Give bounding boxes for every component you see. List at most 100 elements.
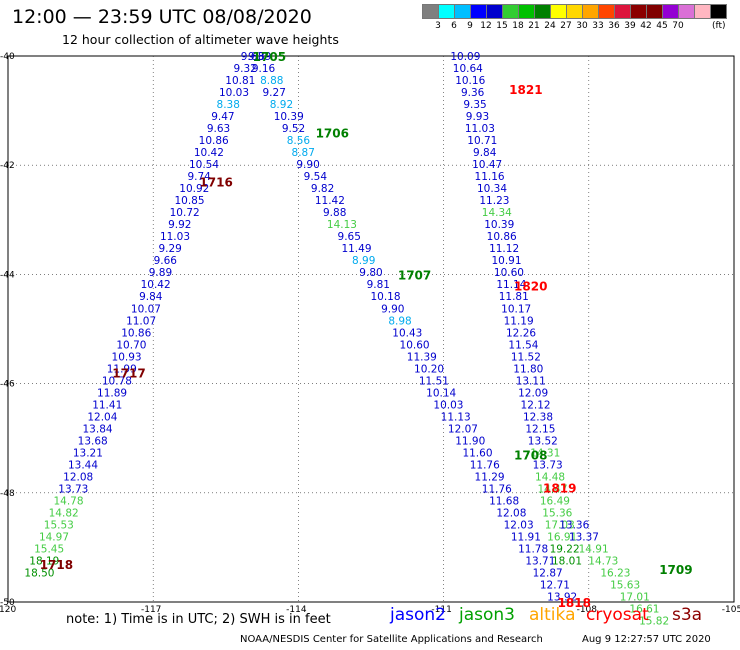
page-subtitle: 12 hour collection of altimeter wave hei… xyxy=(62,32,339,47)
wave-height-value: 10.43 xyxy=(392,327,422,339)
wave-height-value: 11.16 xyxy=(475,171,505,183)
wave-height-value: 12.08 xyxy=(63,471,93,483)
legend-tick-label: 24 xyxy=(544,21,556,31)
lon-tick-label: -117 xyxy=(141,605,161,615)
wave-height-value: 13.73 xyxy=(533,459,563,471)
wave-height-value: 18.50 xyxy=(24,568,54,580)
wave-height-value: 9.32 xyxy=(233,63,256,75)
wave-height-value: 11.76 xyxy=(482,483,512,495)
wave-height-value: 12.12 xyxy=(521,399,551,411)
pass-time-label: 1708 xyxy=(514,449,547,463)
color-legend: 3 6 9 12 15 18 21 24 27 30 33 36 39 42 45 70 (ft) xyxy=(422,4,728,34)
wave-height-value: 11.81 xyxy=(499,291,529,303)
legend-tick-label: 3 xyxy=(435,21,441,31)
wave-height-value: 9.52 xyxy=(282,123,305,135)
wave-height-value: 19.22 xyxy=(550,543,580,555)
satellite-label-cryosat: cryosat xyxy=(586,605,649,625)
lat-tick-label: -46 xyxy=(0,380,15,390)
wave-height-value: 11.51 xyxy=(419,375,449,387)
wave-height-value: 8.88 xyxy=(260,75,283,87)
wave-height-value: 10.70 xyxy=(116,339,146,351)
lat-tick-label: -40 xyxy=(0,52,15,62)
wave-height-value: 10.86 xyxy=(121,327,151,339)
wave-height-value: 10.72 xyxy=(170,207,200,219)
wave-height-value: 9.35 xyxy=(463,99,486,111)
page-title: 12:00 — 23:59 UTC 08/08/2020 xyxy=(12,6,312,28)
wave-height-value: 9.54 xyxy=(304,171,328,183)
wave-height-value: 10.09 xyxy=(450,51,480,63)
wave-height-value: 8.56 xyxy=(287,135,311,147)
pass-time-label: 1718 xyxy=(40,558,73,572)
legend-tick-label: 27 xyxy=(560,21,572,31)
wave-height-value: 13.52 xyxy=(528,435,558,447)
map-frame xyxy=(7,55,735,603)
wave-height-value: 11.23 xyxy=(479,195,509,207)
wave-height-value: 11.68 xyxy=(489,495,519,507)
legend-tick-label: 15 xyxy=(496,21,508,31)
wave-height-value: 12.71 xyxy=(540,580,570,592)
lat-tick-label: -48 xyxy=(0,489,15,499)
wave-height-value: 17.03 xyxy=(545,519,575,531)
lat-tick-label: -50 xyxy=(0,598,15,608)
wave-height-value: 10.60 xyxy=(494,267,524,279)
wave-height-value: 14.97 xyxy=(39,531,69,543)
wave-height-value: 9.93 xyxy=(466,111,489,123)
lon-tick-label: -111 xyxy=(431,605,451,615)
wave-height-value: 10.42 xyxy=(194,147,224,159)
wave-height-value: 9.89 xyxy=(149,267,172,279)
wave-height-value: 9.27 xyxy=(263,87,286,99)
wave-height-value: 12.04 xyxy=(87,411,117,423)
pass-time-label: 1818 xyxy=(558,596,591,610)
wave-height-value: 10.60 xyxy=(400,339,430,351)
wave-height-value: 10.03 xyxy=(433,399,463,411)
wave-height-value: 12.09 xyxy=(518,387,548,399)
wave-height-value: 9.90 xyxy=(296,159,319,171)
wave-height-value: 10.16 xyxy=(455,75,485,87)
pass-time-label: 1705 xyxy=(253,50,286,64)
wave-height-value: 11.42 xyxy=(315,195,345,207)
wave-height-value: 9.81 xyxy=(367,279,390,291)
lat-tick-label: -44 xyxy=(0,270,15,280)
wave-height-value: 10.07 xyxy=(131,303,161,315)
wave-height-value: 9.36 xyxy=(461,87,485,99)
wave-height-value: 13.71 xyxy=(525,556,555,568)
wave-height-value: 8.99 xyxy=(352,255,375,267)
wave-height-value: 13.21 xyxy=(73,447,103,459)
wave-height-value: 11.60 xyxy=(462,447,492,459)
wave-height-value: 9.84 xyxy=(139,291,163,303)
wave-height-value: 9.90 xyxy=(381,303,404,315)
wave-height-value: 13.11 xyxy=(516,375,546,387)
wave-height-value: 8.87 xyxy=(292,147,315,159)
wave-height-value: 11.49 xyxy=(341,243,371,255)
wave-height-value: 9.88 xyxy=(323,207,346,219)
pass-time-label: 1706 xyxy=(316,126,349,140)
wave-height-value: 13.44 xyxy=(68,459,98,471)
wave-height-value: 11.03 xyxy=(160,231,190,243)
wave-height-value: 13.36 xyxy=(559,519,589,531)
wave-height-value: 12.03 xyxy=(504,519,534,531)
wave-height-value: 12.26 xyxy=(506,327,536,339)
wave-height-value: 10.81 xyxy=(225,75,255,87)
wave-height-value: 14.34 xyxy=(482,207,512,219)
wave-height-value: 11.52 xyxy=(511,351,541,363)
wave-height-value: 8.92 xyxy=(270,99,293,111)
wave-height-value: 13.68 xyxy=(78,435,108,447)
wave-height-value: 12.38 xyxy=(523,411,553,423)
wave-height-value: 9.92 xyxy=(168,219,191,231)
footer-credit: NOAA/NESDIS Center for Satellite Applica… xyxy=(240,634,543,645)
wave-height-value: 16.49 xyxy=(540,495,570,507)
wave-height-value: 12.08 xyxy=(496,507,526,519)
wave-height-value: 14.91 xyxy=(579,543,609,555)
wave-height-value: 15.82 xyxy=(639,616,669,628)
legend-tick-label: 39 xyxy=(624,21,636,31)
wave-height-value: 13.37 xyxy=(569,531,599,543)
wave-height-value: 11.03 xyxy=(465,123,495,135)
wave-height-value: 13.73 xyxy=(58,483,88,495)
wave-height-value: 10.64 xyxy=(453,63,483,75)
wave-height-value: 15.45 xyxy=(34,543,64,555)
legend-tick-label: 6 xyxy=(451,21,457,31)
wave-height-value: 9.74 xyxy=(187,171,211,183)
pass-time-label: 1717 xyxy=(112,367,145,381)
wave-height-value: 9.65 xyxy=(338,231,361,243)
